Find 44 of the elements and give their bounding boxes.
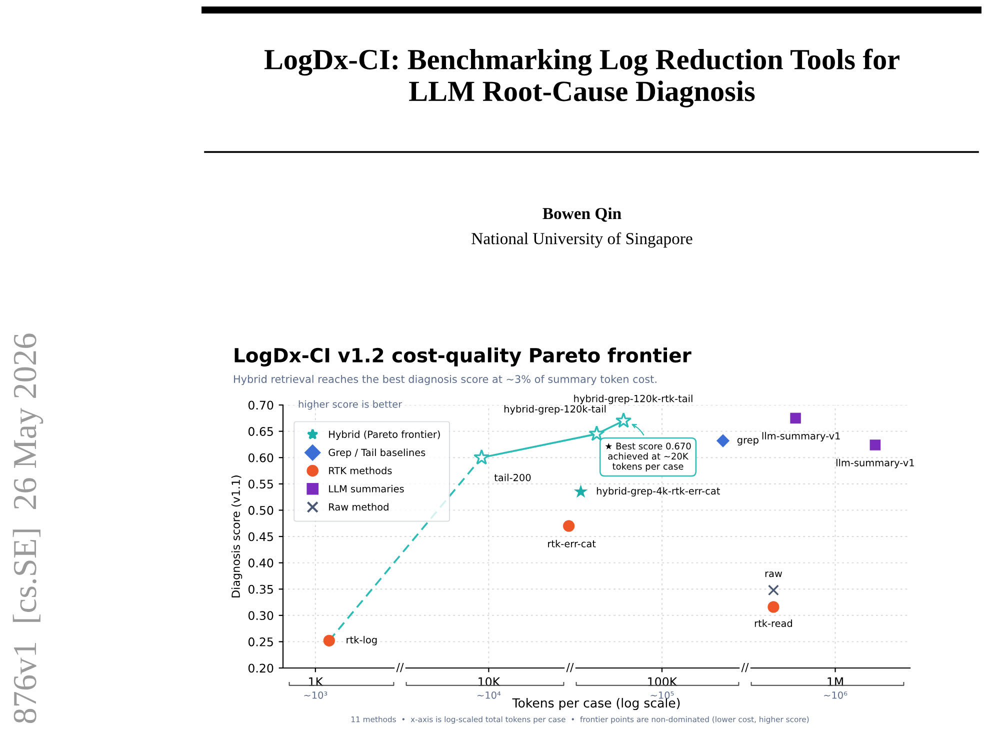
annotation: ★ Best score 0.670 achieved at ~20K tokens per case (605, 442, 691, 472)
y-tick-label: 0.20 (248, 664, 274, 673)
chart-title: LogDx-CI v1.2 cost-quality Pareto frontier (234, 348, 692, 366)
legend-label: Raw method (329, 503, 388, 511)
legend-label: RTK methods (329, 466, 392, 474)
legend-label: LLM summaries (329, 484, 404, 492)
text: 876v1 [cs.SE] 26 May 2026 (12, 334, 44, 724)
y-tick-label: 0.60 (248, 453, 274, 462)
text: ~10⁶ (824, 691, 848, 699)
annotation: rtk-log (346, 636, 377, 646)
x-axis-title: Tokens per case (log scale) (512, 698, 680, 710)
annotation: rtk-read (754, 619, 792, 628)
text: LogDx-CI: Benchmarking Log Reduction Tools for LLM Root-Cause Diagnosis (264, 48, 900, 108)
legend-label: Grep / Tail baselines (328, 448, 426, 458)
chart-subtitle: Hybrid retrieval reaches the best diagnosis score at ~3% of summary token cost. (234, 374, 656, 386)
annotation: tail-200 (494, 474, 531, 482)
text: ~10³ (304, 691, 328, 699)
y-tick-label: 0.50 (248, 506, 274, 515)
annotation: // (566, 662, 574, 672)
annotation: higher score is better (298, 400, 402, 410)
y-tick-label: 0.45 (248, 532, 273, 542)
text: Bowen Qin (542, 207, 622, 222)
y-axis-title: Diagnosis score (v1.1) (231, 476, 242, 598)
annotation: hybrid-grep-4k-rtk-err-cat (596, 487, 720, 496)
y-tick-label: 0.35 (248, 584, 273, 594)
y-tick-label: 0.70 (248, 400, 274, 410)
text: ~10⁴ (478, 691, 501, 699)
annotation: // (396, 662, 404, 672)
y-tick-label: 0.65 (248, 427, 273, 436)
annotation: // (741, 662, 749, 672)
annotation: hybrid-grep-120k-rtk-tail (574, 394, 692, 404)
annotation: llm-summary-v1 (836, 458, 914, 468)
annotation: hybrid-grep-120k-tail (504, 405, 606, 414)
annotation: raw (765, 572, 782, 578)
y-tick-label: 0.30 (248, 611, 274, 620)
y-tick-label: 0.25 (248, 637, 273, 646)
y-tick-label: 0.55 (248, 480, 273, 489)
text: National University of Singapore (472, 232, 692, 248)
annotation: llm-summary-v1 (762, 432, 840, 442)
text: ~10⁵ (650, 691, 674, 699)
annotation: rtk-err-cat (548, 540, 596, 548)
y-tick-label: 0.40 (248, 558, 274, 568)
legend-label: Hybrid (Pareto frontier) (329, 430, 440, 440)
annotation: grep (737, 438, 758, 446)
